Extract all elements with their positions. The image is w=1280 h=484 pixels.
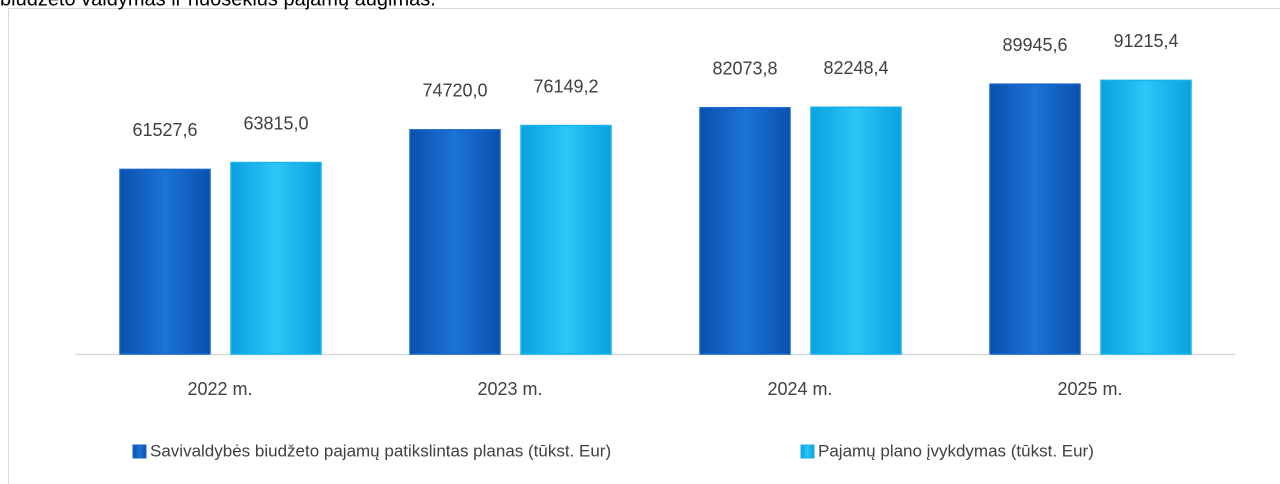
bar: [230, 161, 322, 355]
data-label: 74720,0: [422, 81, 487, 101]
data-label: 89945,6: [1002, 35, 1067, 55]
bar: [409, 129, 501, 355]
data-label: 91215,4: [1113, 31, 1178, 51]
chart-title: biudžeto valdymas ir nuoseklus pajamų au…: [0, 0, 436, 10]
data-label: 82248,4: [823, 58, 888, 78]
legend-label: Pajamų plano įvykdymas (tūkst. Eur): [818, 441, 1094, 460]
x-tick-label: 2022 m.: [187, 379, 252, 399]
bar: [989, 83, 1081, 355]
data-label: 82073,8: [712, 59, 777, 79]
x-tick-label: 2025 m.: [1057, 379, 1122, 399]
data-label: 63815,0: [243, 113, 308, 133]
data-label: 61527,6: [132, 120, 197, 140]
bar: [699, 107, 791, 355]
legend-label: Savivaldybės biudžeto pajamų patikslinta…: [150, 441, 611, 460]
bar: [810, 106, 902, 355]
legend-swatch: [132, 444, 147, 459]
chart-frame: [8, 8, 1280, 484]
legend-swatch: [800, 444, 815, 459]
data-label: 76149,2: [533, 76, 598, 96]
bar: [520, 124, 612, 355]
x-tick-label: 2024 m.: [767, 379, 832, 399]
bar: [119, 168, 211, 355]
x-tick-label: 2023 m.: [477, 379, 542, 399]
bar: [1100, 79, 1192, 355]
